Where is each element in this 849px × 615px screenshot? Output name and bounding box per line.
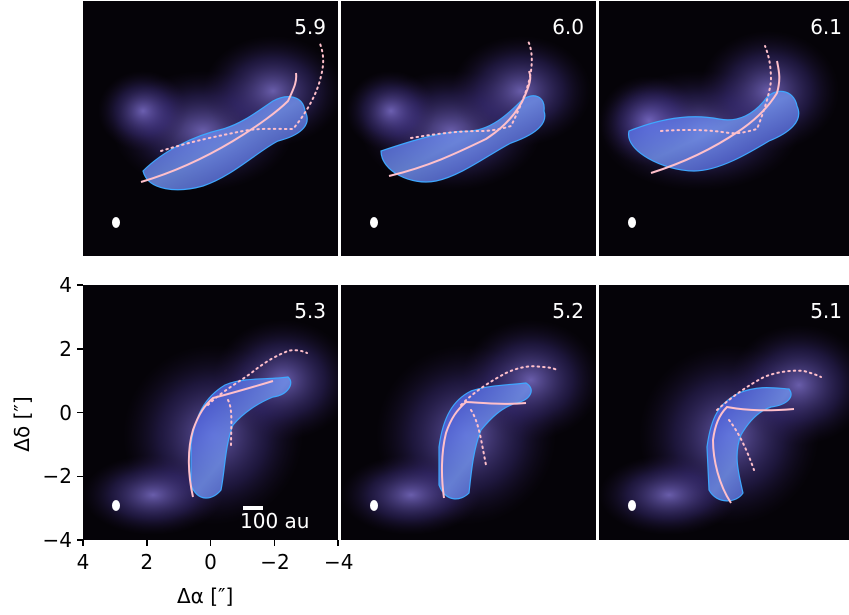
y-tick	[77, 475, 83, 477]
model-curve-solid	[187, 380, 274, 498]
channel-panel-5: 5.2	[341, 285, 596, 540]
emission-map	[83, 320, 338, 535]
y-tick	[77, 411, 83, 414]
beam-ellipse	[628, 217, 636, 228]
y-axis-label: Δδ [″]	[10, 396, 34, 452]
y-tick-label: −2	[42, 464, 72, 489]
model-curve-solid	[711, 405, 795, 504]
y-tick	[77, 284, 83, 286]
y-tick	[77, 539, 83, 541]
x-tick-label: 4	[76, 550, 90, 574]
model-curve-dotted	[160, 40, 325, 152]
beam-ellipse	[370, 217, 378, 228]
model-curve-solid	[650, 60, 781, 174]
model-curve-dotted	[460, 365, 558, 466]
x-tick	[146, 540, 148, 546]
intensity-contour	[628, 90, 800, 172]
x-tick	[273, 540, 275, 546]
channel-panel-4: 5.3 100 au	[83, 285, 338, 540]
model-curve-dotted	[716, 369, 822, 471]
emission-map	[98, 36, 338, 191]
velocity-label: 6.0	[552, 15, 584, 39]
velocity-label: 5.9	[294, 15, 326, 39]
beam-ellipse	[628, 500, 636, 511]
diffuse-emission	[451, 36, 591, 146]
x-tick-label: −2	[260, 550, 290, 574]
diffuse-emission	[98, 71, 188, 151]
beam-ellipse	[370, 500, 378, 511]
intensity-contour	[380, 95, 546, 183]
x-tick	[209, 540, 212, 546]
intensity-contour	[190, 376, 292, 499]
scale-bar-label: 100 au	[240, 509, 310, 533]
x-tick-label: 0	[204, 550, 217, 574]
x-tick-label: 2	[140, 550, 154, 574]
velocity-label: 5.2	[552, 299, 584, 323]
model-curve-solid	[140, 72, 298, 183]
channel-panel-6: 5.1	[599, 285, 849, 540]
x-axis-label: Δα [″]	[177, 584, 234, 608]
y-tick-label: 2	[59, 336, 72, 361]
velocity-label: 5.1	[810, 299, 842, 323]
emission-map	[346, 36, 591, 191]
x-tick	[337, 540, 339, 546]
velocity-label: 6.1	[810, 15, 842, 39]
y-tick	[77, 348, 83, 350]
channel-panel-1: 5.9	[83, 1, 338, 256]
diffuse-emission	[83, 455, 223, 535]
velocity-label: 5.3	[294, 299, 326, 323]
diffuse-emission	[729, 325, 849, 445]
x-tick-label: −4	[324, 550, 354, 574]
y-tick-label: −4	[42, 528, 72, 552]
beam-ellipse	[112, 217, 120, 228]
emission-map	[599, 325, 849, 535]
model-curve-dotted	[410, 38, 533, 139]
y-tick-label: 4	[59, 273, 72, 297]
x-tick	[82, 540, 84, 546]
y-tick-label: 0	[59, 400, 72, 425]
emission-map	[341, 320, 596, 535]
emission-map	[599, 31, 839, 191]
model-curve-solid	[440, 400, 527, 499]
diffuse-emission	[346, 71, 436, 151]
beam-ellipse	[112, 500, 120, 511]
channel-panel-2: 6.0	[341, 1, 596, 256]
scale-bar	[243, 506, 263, 510]
diffuse-emission	[599, 455, 739, 535]
channel-panel-3: 6.1	[599, 1, 849, 256]
